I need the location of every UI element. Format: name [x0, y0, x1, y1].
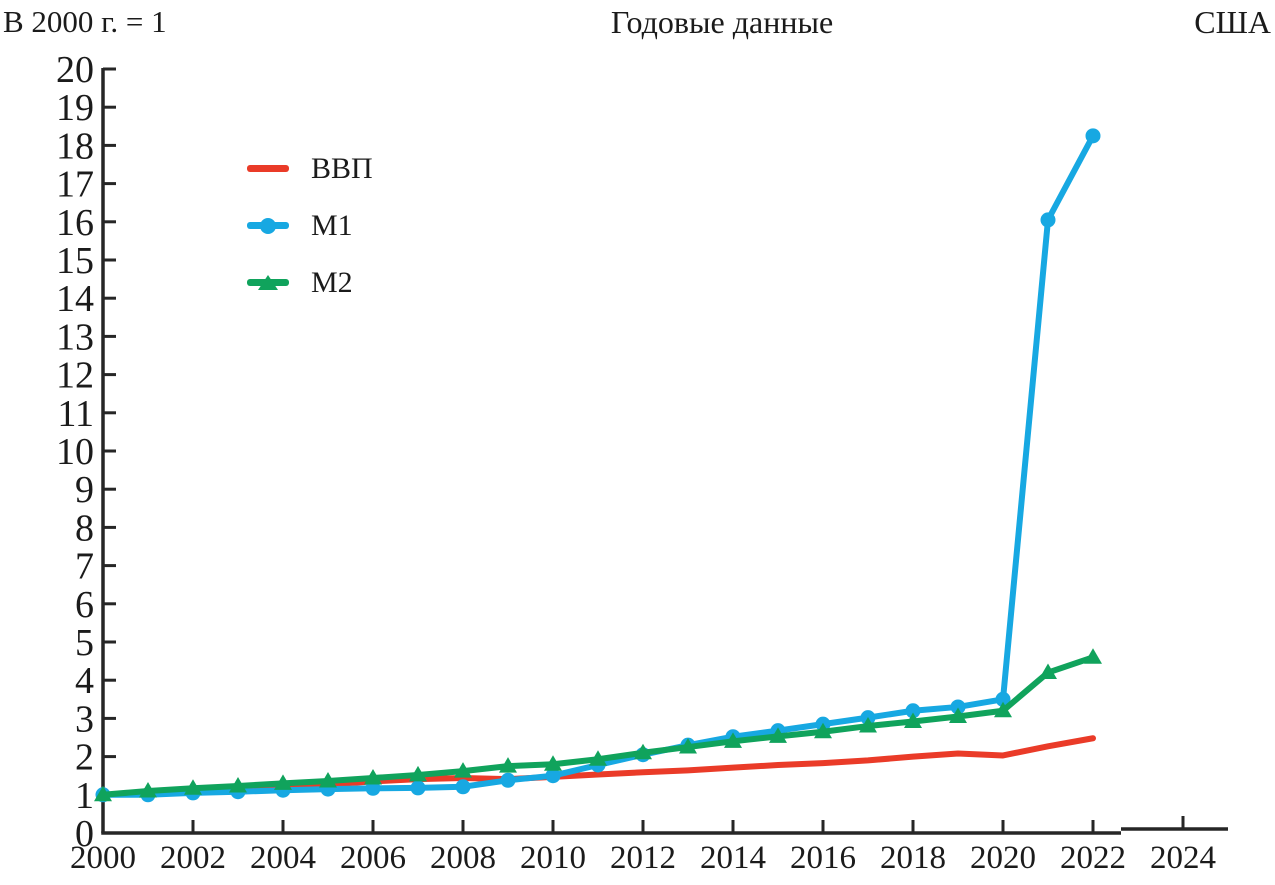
- m2-marker: [319, 772, 337, 788]
- m2-marker: [364, 768, 382, 785]
- y-tick-label: 0: [75, 813, 94, 855]
- m2-marker: [769, 727, 787, 743]
- x-tick-label: 2012: [610, 840, 676, 876]
- m2-marker: [679, 738, 697, 754]
- m1-marker: [1040, 212, 1056, 228]
- y-tick-label: 12: [56, 355, 94, 397]
- m2-marker: [859, 717, 877, 733]
- y-tick-label: 17: [56, 164, 94, 206]
- legend: ВВП М1 М2: [247, 140, 373, 311]
- chart-title: Годовые данные: [610, 4, 834, 40]
- x-tick-label: 2014: [700, 840, 766, 876]
- y-tick-label: 5: [75, 622, 94, 664]
- m1-marker: [365, 780, 381, 796]
- m1-marker: [455, 779, 471, 795]
- y-tick-label: 1: [75, 775, 94, 817]
- y-tick-label: 8: [75, 507, 94, 549]
- m2-marker: [994, 701, 1012, 718]
- y-tick-label: 11: [57, 393, 94, 435]
- axis-unit-note: В 2000 г. = 1: [3, 4, 167, 39]
- x-tick-label: 2000: [70, 840, 136, 876]
- legend-item-m1: М1: [247, 197, 373, 254]
- y-tick-label: 16: [56, 202, 94, 244]
- m2-marker: [94, 785, 112, 802]
- legend-label-m2: М2: [311, 265, 353, 299]
- x-tick-label: 2010: [520, 840, 586, 876]
- m1-marker: [995, 691, 1011, 707]
- m2-line-triangle-swatch: [247, 271, 289, 295]
- m2-marker: [454, 762, 472, 778]
- y-tick-label: 19: [56, 87, 94, 129]
- m1-marker: [500, 772, 516, 788]
- y-tick-label: 15: [56, 240, 94, 282]
- legend-item-m2: М2: [247, 254, 373, 311]
- y-tick-label: 10: [56, 431, 94, 473]
- m2-marker: [139, 781, 157, 798]
- m1-line-circle-swatch: [247, 214, 289, 238]
- y-tick-label: 3: [75, 698, 94, 740]
- m1-marker: [410, 780, 426, 796]
- m2-marker: [274, 774, 292, 790]
- m2-marker: [724, 732, 742, 748]
- x-tick-label: 2016: [790, 840, 856, 876]
- m2-marker: [1084, 648, 1102, 664]
- legend-label-m1: М1: [311, 208, 353, 242]
- m2-marker: [499, 757, 517, 773]
- x-tick-label: 2022: [1060, 840, 1126, 876]
- legend-item-gdp: ВВП: [247, 140, 373, 197]
- region-label: США: [1194, 4, 1271, 40]
- m2-marker: [544, 755, 562, 771]
- m2-marker: [409, 765, 427, 782]
- y-tick-label: 13: [56, 316, 94, 358]
- m2-marker: [949, 707, 967, 723]
- y-tick-label: 4: [75, 660, 94, 702]
- m1-marker: [950, 699, 966, 715]
- m2-marker: [1039, 663, 1057, 680]
- m1-marker: [905, 703, 921, 719]
- m2-marker: [229, 777, 247, 793]
- m2-marker: [634, 743, 652, 760]
- gdp-line-swatch: [247, 157, 289, 181]
- m1-marker: [1085, 128, 1101, 144]
- m2-marker: [184, 779, 202, 795]
- x-tick-label: 2002: [160, 840, 226, 876]
- y-tick-label: 18: [56, 125, 94, 167]
- m1-marker: [545, 768, 561, 784]
- y-tick-label: 14: [56, 278, 94, 320]
- y-tick-label: 7: [75, 546, 94, 588]
- legend-label-gdp: ВВП: [311, 151, 373, 185]
- y-tick-label: 9: [75, 469, 94, 511]
- x-tick-label: 2018: [880, 840, 946, 876]
- x-tick-label: 2020: [970, 840, 1036, 876]
- y-tick-label: 20: [56, 49, 94, 91]
- x-tick-label: 2004: [250, 840, 316, 876]
- m2-marker: [814, 722, 832, 739]
- x-tick-label: 2006: [340, 840, 406, 876]
- x-tick-label: 2024: [1150, 840, 1216, 876]
- x-tick-label: 2008: [430, 840, 496, 876]
- m2-marker: [589, 750, 607, 766]
- y-tick-label: 6: [75, 584, 94, 626]
- y-tick-label: 2: [75, 737, 94, 779]
- m2-marker: [904, 712, 922, 728]
